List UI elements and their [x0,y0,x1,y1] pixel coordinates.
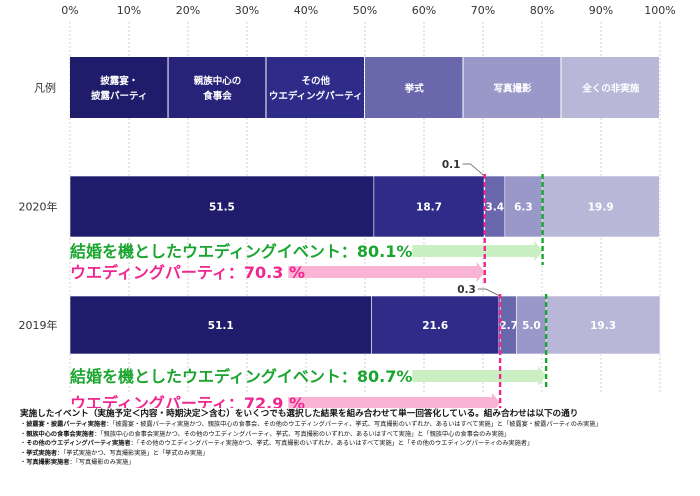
bar-segment [541,175,660,238]
legend-label: 挙式 [404,83,425,95]
callout-line [470,163,485,177]
bar-segment [69,175,375,238]
bar-segment [373,175,485,238]
legend-swatch [463,57,561,118]
bar-value-label: 0.1 [442,159,461,171]
legend-label: 披露宴・ [100,75,138,87]
legend-label: 全くの非実施 [581,83,640,95]
bar-value-label: 21.6 [422,320,448,332]
party-arrow [288,393,501,408]
legend-label: 食事会 [202,90,232,102]
legend-swatch [365,57,463,118]
bar-segment [69,295,372,355]
event-arrow [412,241,543,261]
row-label: 2019年 [19,318,58,332]
footnote-item: ・披露宴・披露パーティ実施者：「披露宴・披露パーティ実施かつ、親族中心の食事会、… [20,421,602,428]
stacked-bar-chart: 0% 10% 20% 30% 40% 50% 60% 70% 80% 90% 100% 凡例 披露宴・披… [19,4,676,408]
bar-value-label: 6.3 [514,202,533,214]
party-arrow [288,262,485,282]
bar-segment [371,295,500,355]
row-label: 2020年 [19,200,58,214]
event-label: 結婚を機としたウエディングイベント：80.7% [70,367,412,386]
bar-value-label: 2.7 [499,320,518,332]
x-tick-label: 20% [176,4,200,17]
legend-title: 凡例 [34,81,56,95]
footnote-item: ・その他のウエディングパーティ実施者：「その他のウエディングパーティ実施かつ、挙… [20,440,534,447]
bar-segment [516,295,547,355]
bar-value-label: 18.7 [416,202,442,214]
bar-value-label: 51.5 [209,202,235,214]
x-tick-label: 40% [294,4,318,17]
footnote-item: ・挙式実施者：「挙式実施かつ、写真撮影実施」と「挙式のみ実施」 [20,449,209,457]
x-tick-label: 60% [412,4,436,17]
legend-label: 披露パーティ [91,90,147,102]
footnote-main: 実施したイベント（実施予定＜内容・時期決定＞含む）をいくつでも選択した結果を組み… [20,409,579,419]
bar-value-label: 19.9 [588,202,614,214]
legend-label: その他 [301,75,330,87]
event-arrow [412,366,547,386]
footnote-item: ・写真撮影実施者：「写真撮影のみ実施」 [20,459,135,466]
event-label: 結婚を機としたウエディングイベント：80.1% [70,242,412,261]
footnote-block: 実施したイベント（実施予定＜内容・時期決定＞含む）をいくつでも選択した結果を組み… [20,408,692,468]
callout-line [485,288,500,297]
bar-value-label: 0.3 [457,284,476,296]
x-tick-label: 30% [235,4,259,17]
footnote-item: ・親族中心の食事会実施者：「親族中心の食事会実施かつ、その他のウエディングパーテ… [20,430,511,438]
legend-swatch [168,57,266,118]
x-tick-label: 90% [589,4,613,17]
bar-value-label: 51.1 [208,320,234,332]
legend-swatch [266,57,364,118]
x-tick-label: 50% [353,4,377,17]
bar-segment [545,295,661,355]
x-tick-label: 70% [471,4,495,17]
x-tick-label: 100% [644,4,675,17]
x-tick-label: 0% [61,4,78,17]
bar-value-label: 5.0 [522,320,541,332]
party-label: ウエディングパーティ：72.9 % [70,394,305,408]
x-tick-label: 80% [530,4,554,17]
bar-value-label: 3.4 [485,202,504,214]
legend-swatch [561,57,659,118]
legend-label: ウエディングパーティ [269,90,363,102]
legend-swatch [70,57,168,118]
bar-value-label: 19.3 [590,320,616,332]
legend-label: 写真撮影 [493,83,532,95]
party-label: ウエディングパーティ：70.3 % [70,263,305,282]
legend-label: 親族中心の [194,75,242,87]
x-tick-label: 10% [117,4,141,17]
